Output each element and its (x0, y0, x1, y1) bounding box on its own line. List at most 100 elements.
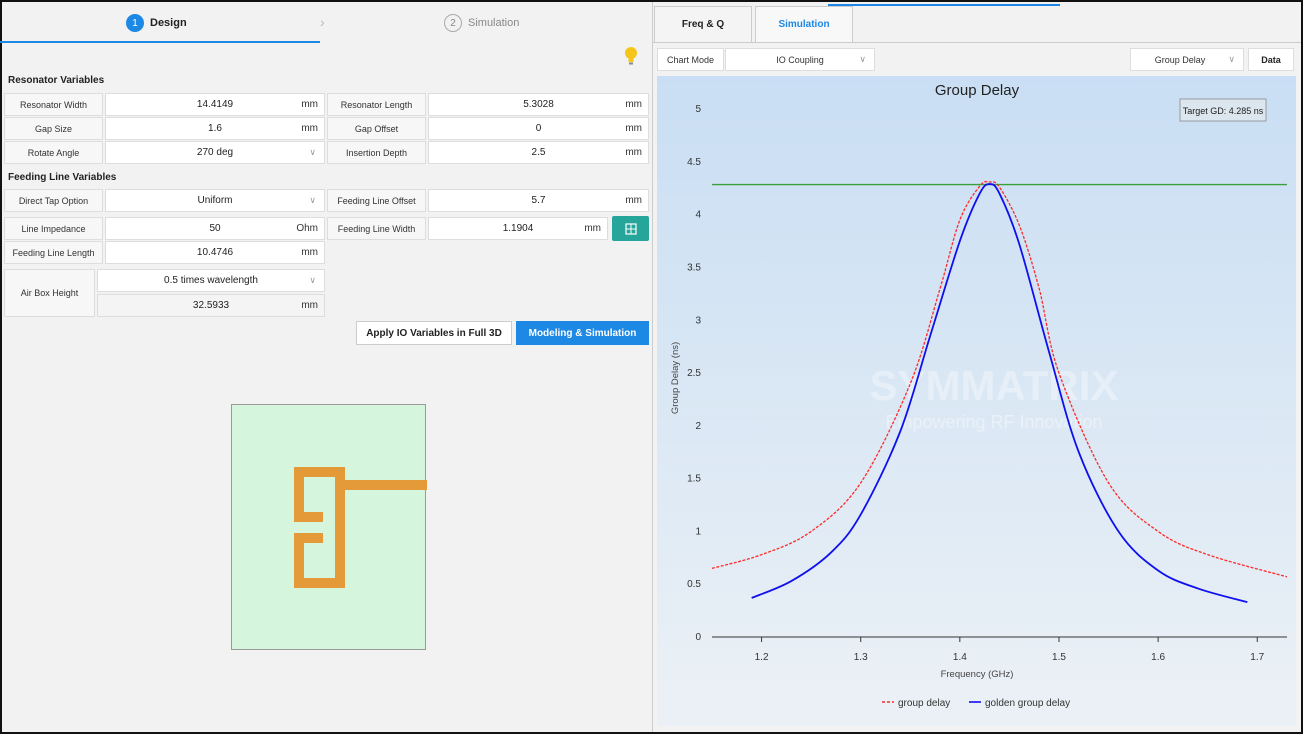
unit-label: mm (625, 99, 642, 110)
chart-legend: group delay golden group delay (882, 698, 1070, 709)
insertion-depth-field[interactable]: 2.5 mm (428, 141, 649, 164)
plot-type-select[interactable]: Group Delay ∨ (1130, 48, 1244, 71)
tab-freq-q[interactable]: Freq & Q (654, 6, 752, 42)
gap-offset-field[interactable]: 0 mm (428, 117, 649, 140)
unit-label: mm (301, 247, 318, 258)
line-impedance-label: Line Impedance (4, 217, 103, 240)
step-simulation[interactable]: 2 Simulation (444, 14, 519, 32)
resonator-width-label: Resonator Width (4, 93, 103, 116)
resonator-width-field[interactable]: 14.4149 mm (105, 93, 325, 116)
chart-title: Group Delay (935, 82, 1020, 99)
resonator-length-label: Resonator Length (327, 93, 426, 116)
tab-simulation[interactable]: Simulation (755, 6, 853, 42)
y-tick-label: 1.5 (687, 474, 701, 485)
y-tick-label: 5 (695, 104, 701, 115)
feeding-length-field[interactable]: 10.4746 mm (105, 241, 325, 264)
legend-label: golden group delay (985, 698, 1070, 709)
y-tick-label: 2.5 (687, 368, 701, 379)
rotate-angle-label: Rotate Angle (4, 141, 103, 164)
feeding-length-label: Feeding Line Length (4, 241, 103, 264)
step-label: Design (150, 17, 187, 29)
unit-label: mm (301, 99, 318, 110)
feeding-length-value: 10.4746 (196, 247, 234, 258)
y-axis-label: Group Delay (ns) (670, 342, 681, 414)
air-box-value-field: 32.5933 mm (97, 294, 325, 317)
resonator-length-field[interactable]: 5.3028 mm (428, 93, 649, 116)
plot-type-value: Group Delay (1154, 54, 1206, 65)
unit-label: mm (625, 123, 642, 134)
calculator-button[interactable] (612, 216, 649, 241)
calculator-icon (624, 222, 637, 235)
step-label: Simulation (468, 17, 520, 29)
y-tick-label: 3 (695, 315, 701, 326)
apply-io-variables-button[interactable]: Apply IO Variables in Full 3D (356, 321, 512, 345)
x-tick-label: 1.7 (1250, 652, 1264, 663)
gap-offset-label: Gap Offset (327, 117, 426, 140)
legend-label: group delay (898, 698, 950, 709)
chevron-down-icon: ∨ (1228, 54, 1235, 64)
lightbulb-icon[interactable] (624, 46, 638, 66)
gap-size-field[interactable]: 1.6 mm (105, 117, 325, 140)
direct-tap-select[interactable]: Uniform ∨ (105, 189, 325, 212)
annotation-text: Target GD: 4.285 ns (1183, 106, 1264, 116)
chart-mode-label: Chart Mode (657, 48, 724, 71)
resonator-length-value: 5.3028 (523, 99, 554, 110)
x-tick-label: 1.5 (1052, 652, 1066, 663)
line-impedance-value: 50 (209, 223, 221, 234)
x-tick-label: 1.6 (1151, 652, 1165, 663)
y-tick-label: 3.5 (687, 262, 701, 273)
gap-size-label: Gap Size (4, 117, 103, 140)
resonator-geometry (294, 467, 427, 588)
air-box-label: Air Box Height (4, 269, 95, 317)
unit-label: mm (625, 147, 642, 158)
line-impedance-field[interactable]: 50 Ohm (105, 217, 325, 240)
series-line-golden-group-delay (751, 183, 1248, 604)
group-delay-chart: SYMMATRIX Empowering RF Innovation Group… (670, 82, 1288, 709)
series-line-group-delay (711, 180, 1288, 578)
unit-label: mm (584, 223, 601, 234)
feeding-offset-label: Feeding Line Offset (327, 189, 426, 212)
watermark-logo: SYMMATRIX (870, 362, 1119, 409)
air-box-value: 32.5933 (192, 300, 230, 311)
resonator-preview (231, 404, 427, 650)
y-tick-label: 1 (695, 526, 701, 537)
step-number: 1 (126, 14, 144, 32)
unit-label: mm (301, 123, 318, 134)
air-box-select[interactable]: 0.5 times wavelength ∨ (97, 269, 325, 292)
chart-mode-value: IO Coupling (776, 54, 824, 65)
air-box-option: 0.5 times wavelength (164, 275, 258, 286)
chart-mode-select[interactable]: IO Coupling ∨ (725, 48, 875, 71)
direct-tap-value: Uniform (197, 195, 233, 206)
y-tick-label: 2 (695, 421, 701, 432)
step-number: 2 (444, 14, 462, 32)
tab-divider (652, 42, 1301, 43)
top-accent-bar (828, 4, 1060, 6)
feeding-offset-value: 5.7 (531, 195, 546, 206)
insertion-depth-label: Insertion Depth (327, 141, 426, 164)
rotate-angle-value: 270 deg (196, 147, 234, 158)
step-design[interactable]: 1 Design (126, 14, 187, 32)
resonator-width-value: 14.4149 (196, 99, 234, 110)
insertion-depth-value: 2.5 (531, 147, 546, 158)
chart-area: SYMMATRIX Empowering RF Innovation Group… (657, 76, 1296, 726)
x-tick-label: 1.4 (953, 652, 967, 663)
feeding-width-field[interactable]: 1.1904 mm (428, 217, 608, 240)
x-axis-label: Frequency (GHz) (941, 669, 1014, 680)
rotate-angle-select[interactable]: 270 deg ∨ (105, 141, 325, 164)
resonator-variables-title: Resonator Variables (8, 75, 105, 86)
y-tick-label: 0.5 (687, 579, 701, 590)
watermark: SYMMATRIX Empowering RF Innovation (870, 362, 1119, 432)
y-tick-label: 4.5 (687, 157, 701, 168)
data-button[interactable]: Data (1248, 48, 1294, 71)
chevron-right-icon: › (320, 14, 325, 30)
chevron-down-icon: ∨ (309, 147, 316, 157)
watermark-tagline: Empowering RF Innovation (885, 412, 1102, 432)
gap-size-value: 1.6 (208, 123, 222, 134)
y-tick-label: 4 (695, 210, 701, 221)
feeding-width-value: 1.1904 (502, 223, 534, 234)
feeding-offset-field[interactable]: 5.7 mm (428, 189, 649, 212)
modeling-simulation-button[interactable]: Modeling & Simulation (516, 321, 649, 345)
unit-label: Ohm (296, 223, 318, 234)
target-annotation: Target GD: 4.285 ns (1179, 98, 1267, 122)
